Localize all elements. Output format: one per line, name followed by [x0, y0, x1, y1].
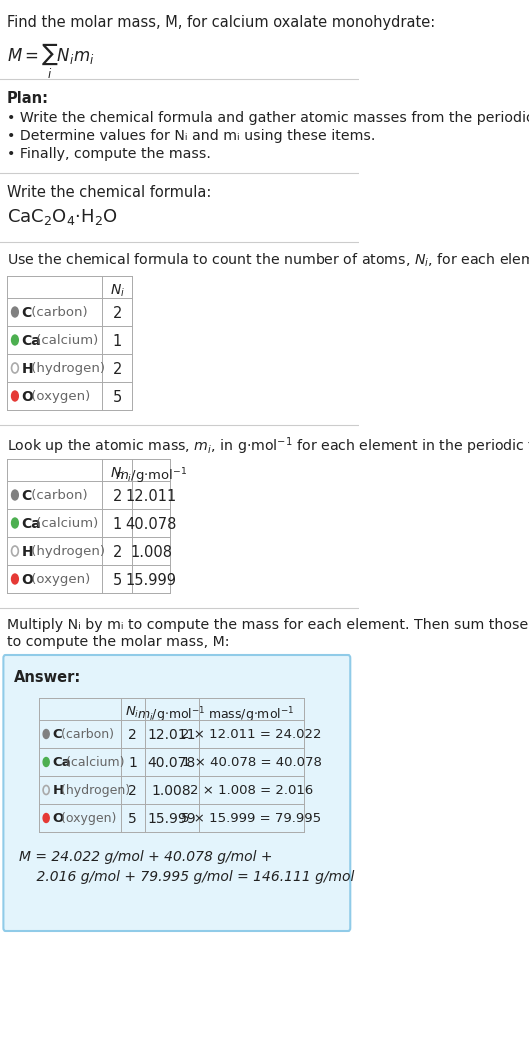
Text: $N_i$: $N_i$ — [125, 705, 140, 720]
Circle shape — [12, 574, 19, 584]
Circle shape — [12, 335, 19, 345]
Text: 2 × 12.011 = 24.022: 2 × 12.011 = 24.022 — [181, 728, 322, 741]
Text: O: O — [22, 390, 34, 404]
Text: (calcium): (calcium) — [32, 518, 98, 530]
Text: 1.008: 1.008 — [130, 545, 172, 560]
Text: (carbon): (carbon) — [27, 489, 87, 502]
Text: $M = \sum_i N_i m_i$: $M = \sum_i N_i m_i$ — [7, 41, 94, 81]
Text: 2: 2 — [112, 362, 122, 377]
Text: 5: 5 — [113, 390, 122, 405]
Text: (carbon): (carbon) — [57, 728, 114, 741]
Text: 12.011: 12.011 — [148, 728, 196, 742]
Text: 1: 1 — [113, 334, 122, 349]
Text: • Write the chemical formula and gather atomic masses from the periodic table.: • Write the chemical formula and gather … — [7, 111, 529, 125]
Text: 1.008: 1.008 — [152, 784, 191, 798]
Text: 2 × 1.008 = 2.016: 2 × 1.008 = 2.016 — [190, 784, 313, 797]
Text: $N_i$: $N_i$ — [110, 284, 125, 299]
FancyBboxPatch shape — [3, 655, 350, 931]
Text: 2.016 g/mol + 79.995 g/mol = 146.111 g/mol: 2.016 g/mol + 79.995 g/mol = 146.111 g/m… — [19, 870, 354, 884]
Text: Multiply Nᵢ by mᵢ to compute the mass for each element. Then sum those values: Multiply Nᵢ by mᵢ to compute the mass fo… — [7, 618, 529, 632]
Text: H: H — [22, 362, 33, 376]
Text: M = 24.022 g/mol + 40.078 g/mol +: M = 24.022 g/mol + 40.078 g/mol + — [19, 850, 272, 864]
Text: (calcium): (calcium) — [32, 334, 98, 347]
Text: Ca: Ca — [52, 756, 71, 769]
Text: 15.999: 15.999 — [148, 812, 196, 826]
Text: C: C — [22, 489, 32, 503]
Text: (hydrogen): (hydrogen) — [27, 362, 105, 375]
Circle shape — [12, 518, 19, 528]
Text: 5 × 15.999 = 79.995: 5 × 15.999 = 79.995 — [181, 812, 322, 825]
Text: $N_i$: $N_i$ — [110, 466, 125, 483]
Text: 1 × 40.078 = 40.078: 1 × 40.078 = 40.078 — [181, 756, 322, 769]
Text: Look up the atomic mass, $m_i$, in g$\cdot$mol$^{-1}$ for each element in the pe: Look up the atomic mass, $m_i$, in g$\cd… — [7, 435, 529, 456]
Text: 15.999: 15.999 — [125, 573, 177, 588]
Circle shape — [12, 490, 19, 500]
Circle shape — [12, 307, 19, 317]
Text: 2: 2 — [129, 728, 137, 742]
Text: mass/g$\cdot$mol$^{-1}$: mass/g$\cdot$mol$^{-1}$ — [208, 705, 295, 724]
Text: 1: 1 — [128, 756, 137, 770]
Text: Write the chemical formula:: Write the chemical formula: — [7, 186, 211, 200]
Text: Ca: Ca — [22, 334, 41, 348]
Text: H: H — [22, 545, 33, 559]
Text: 2: 2 — [112, 306, 122, 321]
Text: 12.011: 12.011 — [125, 489, 177, 504]
Circle shape — [43, 814, 49, 822]
Text: $m_i$/g$\cdot$mol$^{-1}$: $m_i$/g$\cdot$mol$^{-1}$ — [138, 705, 206, 724]
Text: $m_i$/g$\cdot$mol$^{-1}$: $m_i$/g$\cdot$mol$^{-1}$ — [115, 466, 187, 486]
Text: $\mathrm{CaC_2O_4{\cdot}H_2O}$: $\mathrm{CaC_2O_4{\cdot}H_2O}$ — [7, 207, 117, 227]
Text: (calcium): (calcium) — [62, 756, 124, 769]
Text: 5: 5 — [113, 573, 122, 588]
Circle shape — [43, 729, 49, 739]
Text: 1: 1 — [113, 518, 122, 532]
Circle shape — [12, 391, 19, 401]
Text: (hydrogen): (hydrogen) — [57, 784, 130, 797]
Text: 40.078: 40.078 — [148, 756, 196, 770]
Text: H: H — [52, 784, 63, 797]
Text: 5: 5 — [129, 812, 137, 826]
Text: O: O — [22, 573, 34, 587]
Text: (oxygen): (oxygen) — [27, 573, 90, 586]
Text: Answer:: Answer: — [14, 670, 81, 685]
Text: (carbon): (carbon) — [27, 306, 87, 319]
Text: Ca: Ca — [22, 518, 41, 531]
Text: C: C — [22, 306, 32, 320]
Text: 2: 2 — [112, 489, 122, 504]
Text: Plan:: Plan: — [7, 91, 49, 106]
Text: • Determine values for Nᵢ and mᵢ using these items.: • Determine values for Nᵢ and mᵢ using t… — [7, 129, 375, 143]
Text: C: C — [52, 728, 62, 741]
Text: O: O — [52, 812, 63, 825]
Circle shape — [43, 758, 49, 766]
Text: (oxygen): (oxygen) — [57, 812, 116, 825]
Text: to compute the molar mass, M:: to compute the molar mass, M: — [7, 635, 229, 649]
Text: • Finally, compute the mass.: • Finally, compute the mass. — [7, 147, 211, 161]
Text: Find the molar mass, M, for calcium oxalate monohydrate:: Find the molar mass, M, for calcium oxal… — [7, 15, 435, 30]
Text: 2: 2 — [112, 545, 122, 560]
Text: 2: 2 — [129, 784, 137, 798]
Text: (oxygen): (oxygen) — [27, 390, 90, 403]
Text: (hydrogen): (hydrogen) — [27, 545, 105, 558]
Text: Use the chemical formula to count the number of atoms, $N_i$, for each element:: Use the chemical formula to count the nu… — [7, 252, 529, 270]
Text: 40.078: 40.078 — [125, 518, 177, 532]
